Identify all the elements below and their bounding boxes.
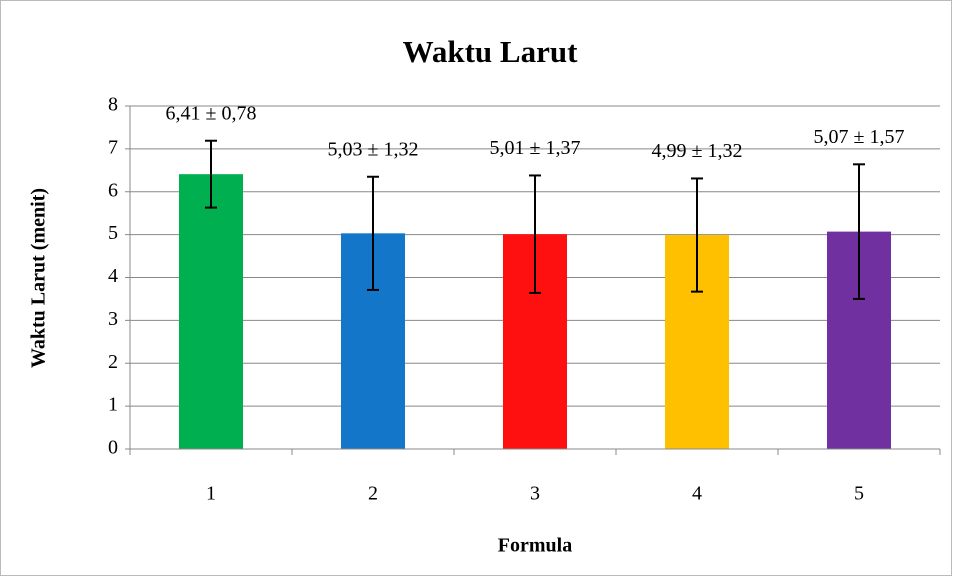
chart-title: Waktu Larut	[403, 34, 579, 69]
x-axis-label: Formula	[498, 535, 572, 557]
y-tick-label: 8	[108, 94, 118, 116]
y-tick-label: 6	[108, 179, 118, 201]
y-tick-label: 1	[108, 394, 118, 416]
data-label: 6,41 ± 0,78	[166, 102, 257, 124]
data-label: 5,07 ± 1,57	[814, 126, 905, 148]
y-tick-label: 2	[108, 351, 118, 373]
bar	[179, 174, 243, 449]
y-tick-label: 7	[108, 136, 118, 158]
x-tick-label: 3	[530, 483, 540, 505]
data-label: 5,03 ± 1,32	[328, 138, 419, 160]
x-tick-label: 2	[368, 483, 378, 505]
x-tick-label: 1	[206, 483, 216, 505]
y-tick-label: 3	[108, 308, 118, 330]
y-tick-label: 0	[108, 437, 118, 459]
data-label: 4,99 ± 1,32	[652, 140, 743, 162]
x-tick-label: 5	[854, 483, 864, 505]
x-tick-label: 4	[692, 483, 702, 505]
y-tick-label: 4	[108, 265, 118, 287]
y-axis-label: Waktu Larut (menit)	[28, 188, 50, 368]
data-label: 5,01 ± 1,37	[490, 137, 581, 159]
y-tick-label: 5	[108, 222, 118, 244]
